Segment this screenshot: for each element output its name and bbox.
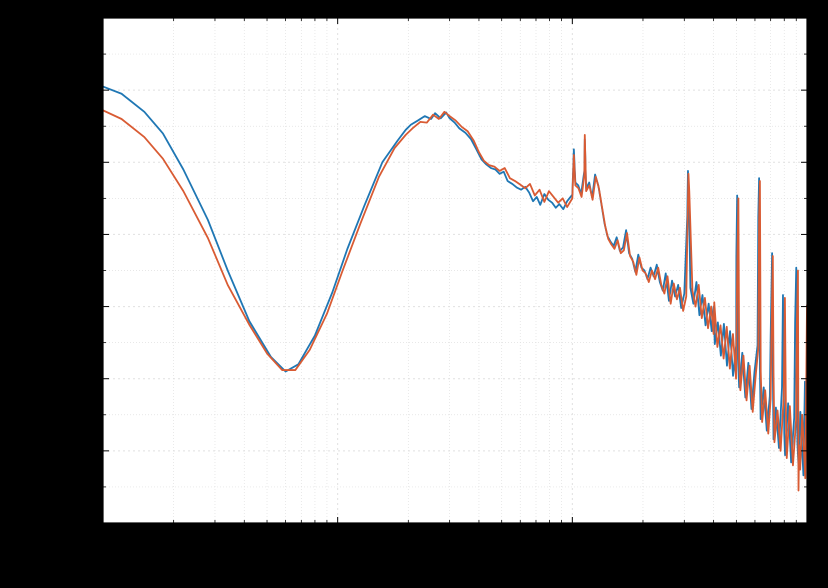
chart-container — [0, 0, 828, 588]
line-chart — [0, 0, 828, 588]
